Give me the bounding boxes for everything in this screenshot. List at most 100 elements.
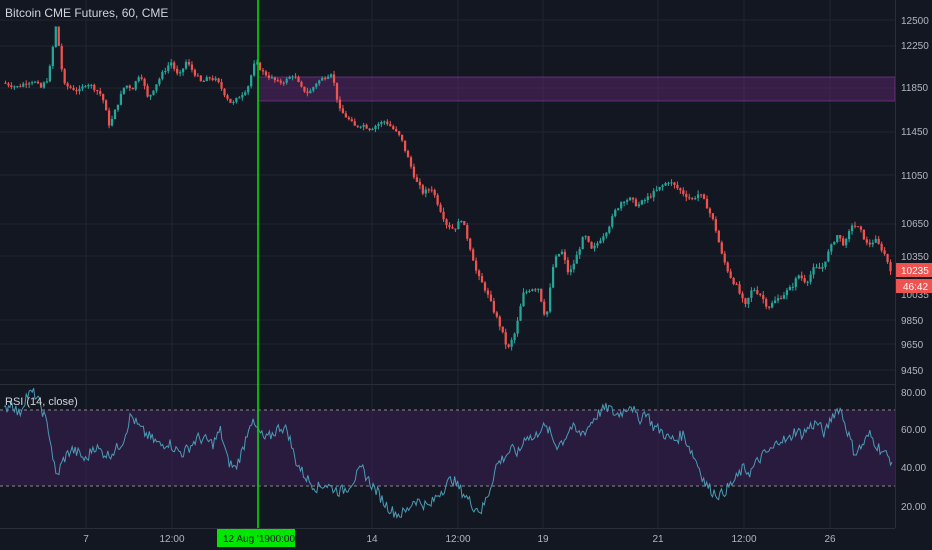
candle: [350, 116, 353, 122]
candle: [386, 119, 389, 126]
candle: [691, 197, 694, 201]
candle: [738, 281, 741, 295]
candle: [39, 82, 43, 89]
candle: [22, 81, 25, 88]
candle: [643, 198, 646, 204]
crosshair-time-label: 00:00: [270, 534, 295, 545]
candle: [806, 280, 809, 286]
candle: [255, 59, 259, 66]
candle: [797, 274, 800, 280]
candle: [886, 253, 889, 264]
crosshair-time-badge: [217, 529, 295, 547]
candle: [113, 109, 117, 120]
time-tick: 21: [652, 534, 664, 545]
candle: [729, 268, 732, 279]
candle: [184, 59, 188, 70]
candle: [264, 70, 268, 77]
candle: [776, 294, 780, 304]
candle: [321, 76, 324, 81]
candle: [664, 181, 667, 187]
candle: [625, 198, 629, 205]
candle: [415, 174, 419, 183]
candle: [534, 288, 537, 292]
candle: [842, 235, 845, 247]
candle: [702, 193, 706, 200]
candle: [84, 85, 87, 88]
candle: [421, 183, 424, 196]
candle: [655, 185, 658, 192]
candle: [883, 247, 886, 256]
candle: [7, 81, 10, 88]
candle: [276, 77, 279, 82]
candle: [16, 85, 19, 89]
candle: [850, 223, 854, 235]
candle: [282, 81, 285, 86]
candle: [412, 163, 416, 180]
candle: [696, 190, 700, 202]
candle: [812, 263, 815, 279]
candle: [178, 69, 182, 77]
candle: [60, 43, 63, 72]
price-axis[interactable]: 12500 12250 11850 11450 11050 10650 1035…: [895, 0, 932, 550]
candle: [472, 247, 475, 261]
candle: [99, 87, 102, 97]
candle: [667, 181, 670, 186]
candle: [682, 187, 685, 197]
candle: [398, 130, 401, 137]
candle: [190, 61, 194, 73]
candle: [519, 303, 522, 321]
candle: [457, 218, 460, 230]
candle: [78, 85, 81, 95]
candle: [181, 68, 185, 76]
candle: [229, 98, 232, 103]
candle: [244, 90, 247, 96]
rsi-title[interactable]: RSI (14, close): [5, 396, 78, 408]
candle: [28, 81, 31, 88]
candle: [107, 107, 111, 129]
candle: [288, 75, 291, 80]
candle: [637, 201, 641, 209]
candle: [359, 125, 362, 129]
candle: [273, 76, 276, 83]
candle: [463, 220, 466, 226]
candle: [800, 271, 803, 281]
time-axis[interactable]: 7 12:00 14 12:00 19 21 12:00 26 12 Aug '…: [0, 528, 932, 550]
rsi-tick: 80.00: [901, 388, 926, 399]
symbol-title[interactable]: Bitcoin CME Futures, 60, CME: [5, 6, 168, 20]
rsi-tick: 40.00: [901, 463, 926, 474]
price-tick: 10350: [901, 252, 929, 263]
candle: [223, 88, 226, 98]
candle: [454, 228, 457, 232]
candle: [442, 207, 445, 222]
candle: [306, 87, 309, 97]
price-tick: 12500: [901, 16, 929, 27]
candle: [856, 226, 860, 228]
candle: [486, 287, 490, 299]
candle: [631, 197, 635, 203]
candle: [560, 249, 564, 255]
candle: [877, 236, 880, 245]
countdown-badge: [896, 279, 932, 293]
candle: [537, 288, 540, 293]
price-tick: 9850: [901, 316, 924, 327]
candle: [250, 74, 253, 89]
candle: [548, 283, 552, 314]
candle: [815, 263, 818, 269]
candle: [324, 76, 327, 81]
price-tick: 9650: [901, 340, 924, 351]
candle: [261, 68, 265, 75]
resistance-zone[interactable]: [257, 76, 896, 102]
candle: [566, 257, 570, 275]
candle: [25, 80, 28, 89]
candle: [750, 287, 753, 302]
candle: [732, 277, 735, 286]
candle: [267, 71, 271, 81]
candle: [477, 269, 481, 281]
candle: [809, 270, 812, 285]
candle: [575, 251, 578, 264]
candle: [214, 76, 217, 82]
candle: [469, 237, 472, 252]
candle: [134, 80, 137, 91]
